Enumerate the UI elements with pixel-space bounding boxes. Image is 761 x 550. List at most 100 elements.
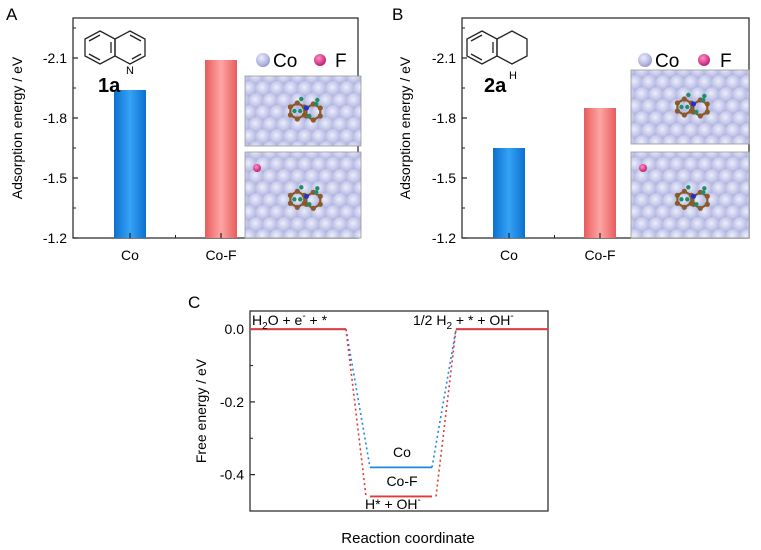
- hydrogen-atom: [299, 185, 304, 190]
- x-tick-label-co-f: Co-F: [205, 247, 236, 263]
- f-atom-legend-icon: [698, 54, 710, 66]
- fluorine-atom: [253, 164, 261, 172]
- hydrogen-atom: [298, 108, 303, 114]
- y-tick-label: -1.5: [43, 170, 67, 186]
- carbon-atom: [674, 100, 681, 106]
- nitrogen-label-a: N: [126, 65, 134, 77]
- panel-label-a: A: [6, 5, 18, 24]
- intermediate-annotation: H* + OH-: [365, 495, 421, 512]
- f-atom-legend-icon: [314, 54, 326, 66]
- nitrogen-atom: [690, 193, 697, 199]
- panel-b: Adsorption energy / eV -1.2-1.5-1.8-2.1 …: [397, 17, 750, 263]
- carbon-atom: [704, 201, 710, 207]
- carbon-atom: [704, 193, 710, 199]
- y-tick-label: 0.0: [225, 321, 245, 337]
- carbon-atom: [674, 200, 681, 206]
- carbon-atom: [287, 112, 293, 118]
- co-atom: [346, 141, 361, 146]
- co-atom: [325, 229, 343, 238]
- x-tick-label-co: Co: [121, 247, 139, 263]
- co-atom: [360, 97, 361, 107]
- co-atom: [360, 221, 361, 231]
- hydrogen-atom: [701, 190, 706, 195]
- co-atom: [262, 141, 280, 146]
- co-atom: [711, 229, 729, 238]
- legend-f-label: F: [335, 51, 347, 72]
- x-axis-label-c: Reaction coordinate: [341, 530, 474, 547]
- carbon-atom: [674, 108, 681, 114]
- co-atom: [360, 121, 361, 131]
- co-atom: [255, 229, 273, 238]
- adsorbed-molecule: [674, 92, 710, 119]
- y-axis-label-b: Adsorption energy / eV: [397, 56, 413, 199]
- y-tick-label: -2.1: [432, 50, 456, 66]
- adsorbed-molecule: [674, 185, 710, 211]
- y-ticks-b: -1.2 -1.5 -1.8 -2.1: [432, 27, 467, 246]
- carbon-atom: [294, 204, 300, 210]
- series-label-co: Co: [393, 444, 411, 460]
- y-tick-label: -1.2: [43, 230, 67, 246]
- carbon-atom: [287, 200, 293, 206]
- hydrogen-atom: [701, 97, 706, 103]
- adsorbed-molecule: [287, 96, 323, 123]
- y-tick-label: -1.8: [43, 110, 67, 126]
- co-atom: [360, 152, 361, 159]
- hydrogen-atom: [315, 186, 320, 191]
- carbon-atom: [317, 113, 323, 119]
- cof-surface-inset-b2: [630, 151, 750, 239]
- carbon-atom: [681, 112, 687, 118]
- bar-co-f: [205, 60, 237, 238]
- carbon-atom: [310, 205, 316, 211]
- carbon-atom: [704, 109, 710, 115]
- panel-label-b: B: [392, 5, 403, 24]
- connector-dotted: [345, 329, 367, 497]
- co-atom: [683, 229, 701, 238]
- hydrogen-atom: [686, 92, 691, 98]
- legend-b: Co F: [638, 51, 732, 72]
- co-surface-inset-b1: [630, 69, 750, 145]
- hydrogen-atom: [307, 202, 312, 207]
- carbon-atom: [287, 104, 293, 110]
- carbon-atom: [310, 117, 316, 123]
- connector-dotted: [431, 329, 457, 468]
- hydrogen-atom: [292, 108, 297, 114]
- co-atom: [732, 135, 749, 144]
- hydrogen-label-b: H: [509, 70, 517, 82]
- co-atom: [297, 229, 315, 238]
- carbon-atom: [681, 96, 687, 102]
- bars-b: [493, 108, 616, 238]
- co-atom: [339, 229, 357, 238]
- molecule-label-1a: 1a: [98, 75, 121, 97]
- co-atom: [276, 141, 294, 146]
- start-state-annotation: H2O + e- + *: [252, 311, 328, 332]
- hydrogen-atom: [679, 197, 684, 202]
- fluorine-atom: [639, 164, 647, 172]
- carbon-atom: [317, 105, 323, 111]
- carbon-atom: [674, 192, 681, 198]
- hydrogen-atom: [685, 104, 690, 110]
- co-atom: [360, 145, 361, 146]
- y-tick-label: -1.5: [432, 170, 456, 186]
- energy-path-co-f: [250, 328, 548, 498]
- co-atom: [690, 135, 708, 144]
- co-atom: [669, 229, 687, 238]
- co-atom: [725, 229, 743, 238]
- hydrogen-atom: [694, 202, 699, 207]
- carbon-atom: [681, 188, 687, 194]
- y-ticks-a: -1.2 -1.5 -1.8 -2.1: [43, 27, 78, 246]
- bar-co: [114, 90, 146, 238]
- carbon-atom: [697, 113, 703, 119]
- co-atom: [248, 141, 266, 146]
- bar-co-f: [584, 108, 616, 238]
- hydrogen-atom: [292, 197, 297, 202]
- legend-a: Co F: [256, 51, 347, 72]
- nitrogen-atom: [303, 193, 309, 199]
- co-atom: [641, 229, 659, 238]
- energy-paths: [250, 328, 548, 498]
- carbon-atom: [317, 201, 323, 207]
- y-tick-label: -0.4: [220, 467, 244, 483]
- carbon-atom: [294, 188, 300, 194]
- x-tick-labels-b: Co Co-F: [500, 233, 646, 263]
- bar-co: [493, 148, 525, 238]
